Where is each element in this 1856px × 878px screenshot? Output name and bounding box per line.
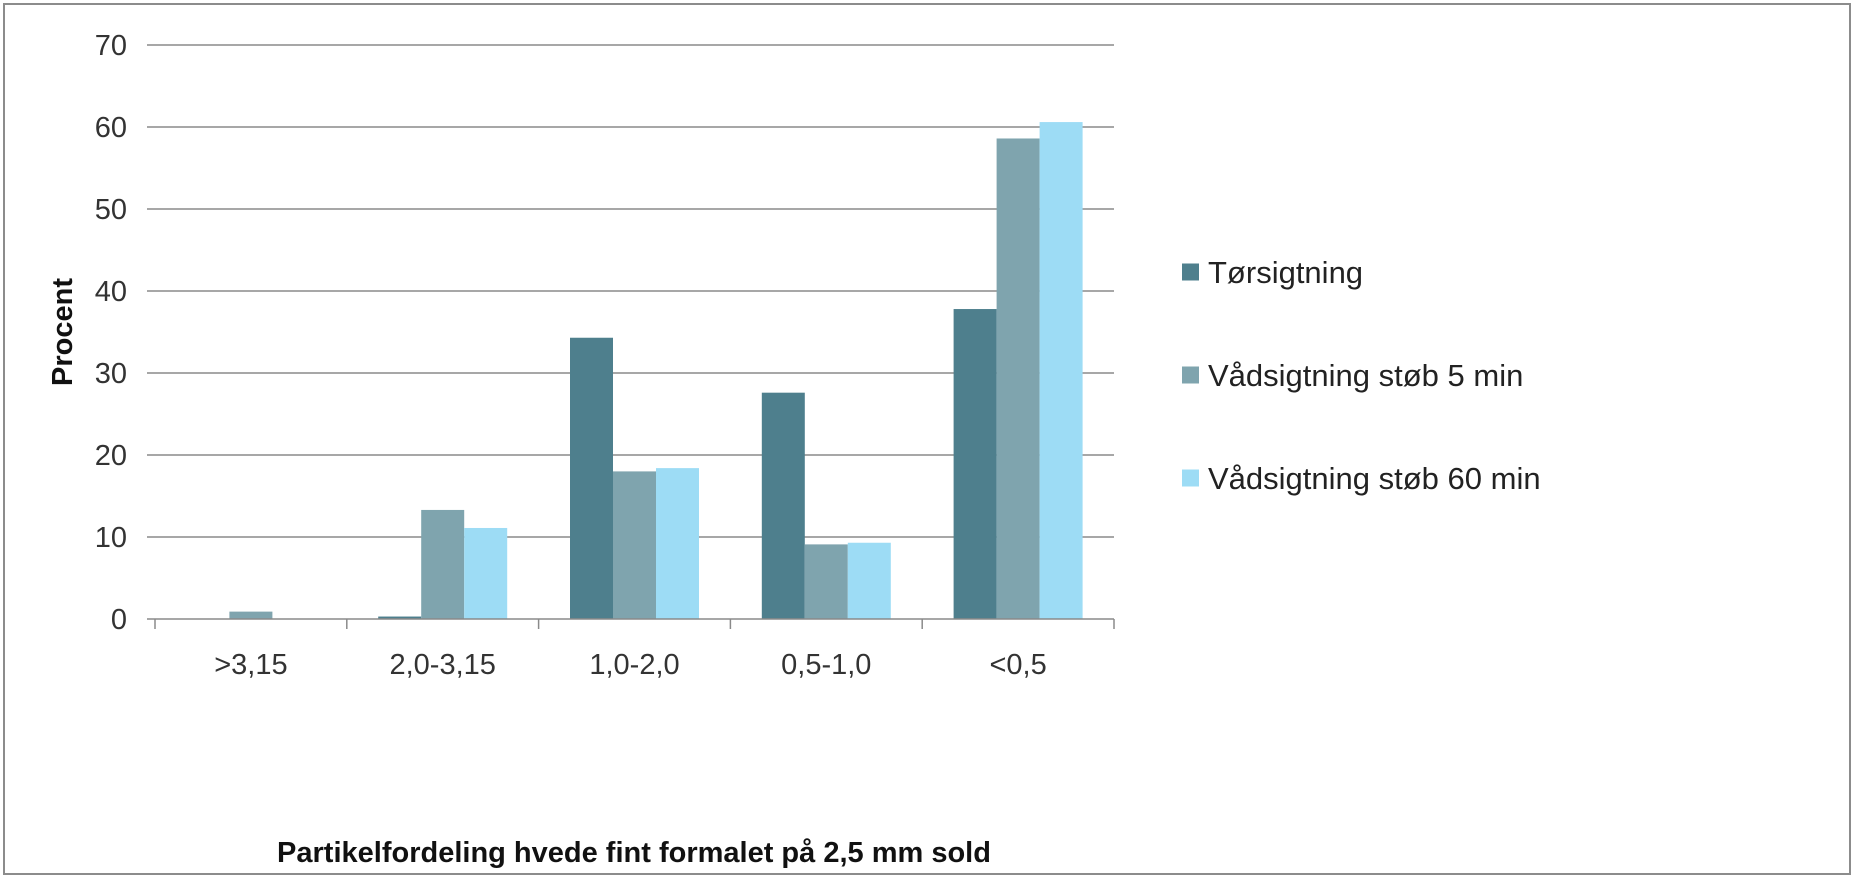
legend-swatch (1182, 469, 1199, 487)
y-tick-label: 20 (95, 440, 127, 472)
y-tick-label: 10 (95, 522, 127, 554)
x-tick-label: <0,5 (989, 649, 1046, 681)
chart-frame: 0 10 20 30 40 50 60 70 >3,15 2,0-3,15 1,0-2,0 0,5-… (3, 3, 1851, 875)
bar (229, 611, 273, 619)
x-tick-label: 1,0-2,0 (589, 649, 679, 681)
y-tick-label: 40 (95, 276, 127, 308)
legend-swatch (1182, 366, 1199, 384)
legend-swatch (1182, 263, 1199, 281)
bar (996, 138, 1040, 620)
bars (229, 122, 1083, 620)
bar (421, 509, 465, 619)
legend-label: Vådsigtning støb 60 min (1208, 461, 1541, 496)
bar (613, 471, 656, 619)
bar-chart: 0 10 20 30 40 50 60 70 >3,15 2,0-3,15 1,0-2,0 0,5-… (47, 30, 1541, 869)
gridlines (147, 44, 1114, 538)
legend-label: Tørsigtning (1208, 255, 1363, 290)
y-tick-label: 30 (95, 358, 127, 390)
y-tick-label: 0 (111, 604, 127, 636)
bar (570, 337, 613, 619)
y-tick-label: 50 (95, 194, 127, 226)
x-tick-label: >3,15 (214, 649, 287, 681)
legend: Tørsigtning Vådsigtning støb 5 min Vådsigt… (1182, 255, 1541, 496)
bar (464, 527, 508, 619)
x-tick-label: 2,0-3,15 (389, 649, 495, 681)
bar (1039, 122, 1083, 619)
x-tick-label: 0,5-1,0 (781, 649, 871, 681)
bar (656, 468, 699, 619)
y-tick-labels: 0 10 20 30 40 50 60 70 (95, 30, 127, 636)
bar (761, 392, 805, 619)
y-tick-label: 70 (95, 30, 127, 62)
bar (953, 309, 997, 619)
bar (847, 542, 891, 619)
axes (147, 618, 1115, 629)
legend-label: Vådsigtning støb 5 min (1208, 358, 1523, 393)
y-axis-title: Procent (47, 278, 79, 386)
x-tick-labels: >3,15 2,0-3,15 1,0-2,0 0,5-1,0 <0,5 (214, 649, 1047, 681)
x-axis-title: Partikelfordeling hvede fint formalet på… (277, 837, 991, 869)
bar (378, 616, 422, 619)
bar (804, 544, 848, 619)
y-tick-label: 60 (95, 112, 127, 144)
